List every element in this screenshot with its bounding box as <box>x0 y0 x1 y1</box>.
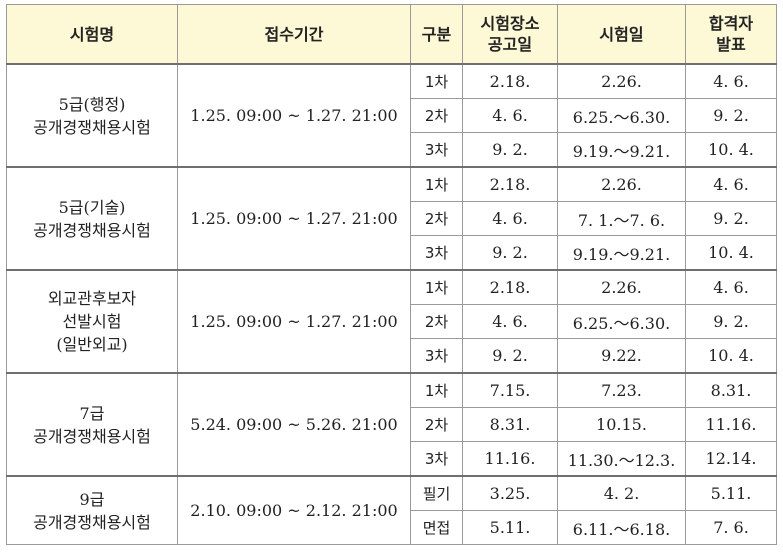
result-cell: 4. 6. <box>685 269 777 305</box>
result-cell: 4. 6. <box>685 63 777 99</box>
period-cell: 1.25. 09:00 ~ 1.27. 21:00 <box>177 269 411 374</box>
date-cell: 4. 2. <box>557 475 686 511</box>
date-cell: 6.11.～6.18. <box>557 510 686 545</box>
stage-cell: 3차 <box>410 235 463 271</box>
header-stage: 구분 <box>410 4 463 65</box>
exam-name-cell: 5급(행정) 공개경쟁채용시험 <box>6 63 178 168</box>
period-cell: 5.24. 09:00 ~ 5.26. 21:00 <box>177 372 411 477</box>
date-cell: 10.15. <box>557 407 686 442</box>
stage-cell: 3차 <box>410 441 463 477</box>
result-cell: 7. 6. <box>685 510 777 545</box>
stage-cell: 2차 <box>410 407 463 442</box>
table-row: 2차 4. 6. 7. 1.～7. 6. 9. 2. <box>7 201 777 236</box>
venue-cell: 3.25. <box>462 475 558 511</box>
exam-name-cell: 5급(기술) 공개경쟁채용시험 <box>6 166 178 271</box>
exam-name-cell: 외교관후보자 선발시험 (일반외교) <box>6 269 178 374</box>
stage-cell: 1차 <box>410 372 463 408</box>
result-cell: 12.14. <box>685 441 777 477</box>
table-row: 2차 4. 6. 6.25.～6.30. 9. 2. <box>7 304 777 339</box>
venue-cell: 4. 6. <box>462 201 558 236</box>
date-cell: 9.19.～9.21. <box>557 235 686 271</box>
table-row: 2차 4. 6. 6.25.～6.30. 9. 2. <box>7 98 777 133</box>
result-cell: 10. 4. <box>685 338 777 374</box>
table-row: 5급(기술) 공개경쟁채용시험 1.25. 09:00 ~ 1.27. 21:0… <box>6 166 777 271</box>
date-cell: 6.25.～6.30. <box>557 98 686 133</box>
header-period: 접수기간 <box>177 4 411 65</box>
result-cell: 9. 2. <box>685 201 777 236</box>
date-cell: 6.25.～6.30. <box>557 304 686 339</box>
date-cell: 9.19.～9.21. <box>557 132 686 168</box>
stage-cell: 3차 <box>410 132 463 168</box>
exam-name-cell: 9급 공개경쟁채용시험 <box>6 475 178 545</box>
period-cell: 1.25. 09:00 ~ 1.27. 21:00 <box>177 166 411 271</box>
result-cell: 10. 4. <box>685 235 777 271</box>
table-row: 7급 공개경쟁채용시험 5.24. 09:00 ~ 5.26. 21:00 1차… <box>6 372 777 477</box>
date-cell: 11.30.～12.3. <box>557 441 686 477</box>
table-row: 면접 5.11. 6.11.～6.18. 7. 6. <box>7 510 777 545</box>
venue-cell: 7.15. <box>462 372 558 408</box>
result-cell: 9. 2. <box>685 304 777 339</box>
venue-cell: 8.31. <box>462 407 558 442</box>
date-cell: 9.22. <box>557 338 686 374</box>
venue-cell: 4. 6. <box>462 98 558 133</box>
header-exam: 시험명 <box>6 4 178 65</box>
stage-cell: 2차 <box>410 98 463 133</box>
header-row: 시험명 접수기간 구분 시험장소 공고일 시험일 합격자 발표 <box>6 4 777 65</box>
date-cell: 7. 1.～7. 6. <box>557 201 686 236</box>
header-exam-date: 시험일 <box>557 4 686 65</box>
stage-cell: 1차 <box>410 166 463 202</box>
table-row: 3차 9. 2. 9.22. 10. 4. <box>7 338 777 374</box>
result-cell: 5.11. <box>685 475 777 511</box>
stage-cell: 1차 <box>410 63 463 99</box>
stage-cell: 3차 <box>410 338 463 374</box>
table-row: 3차 9. 2. 9.19.～9.21. 10. 4. <box>7 235 777 271</box>
stage-cell: 필기 <box>410 475 463 511</box>
stage-cell: 면접 <box>410 510 463 545</box>
result-cell: 8.31. <box>685 372 777 408</box>
venue-cell: 2.18. <box>462 166 558 202</box>
stage-cell: 2차 <box>410 201 463 236</box>
exam-name-cell: 7급 공개경쟁채용시험 <box>6 372 178 477</box>
period-cell: 2.10. 09:00 ~ 2.12. 21:00 <box>177 475 411 545</box>
table-row: 외교관후보자 선발시험 (일반외교) 1.25. 09:00 ~ 1.27. 2… <box>6 269 777 374</box>
venue-cell: 9. 2. <box>462 235 558 271</box>
table-row: 3차 9. 2. 9.19.～9.21. 10. 4. <box>7 132 777 168</box>
stage-cell: 2차 <box>410 304 463 339</box>
venue-cell: 2.18. <box>462 63 558 99</box>
venue-cell: 4. 6. <box>462 304 558 339</box>
table-row: 5급(행정) 공개경쟁채용시험 1.25. 09:00 ~ 1.27. 21:0… <box>6 63 777 168</box>
header-venue-notice: 시험장소 공고일 <box>462 4 558 65</box>
table-row: 3차 11.16. 11.30.～12.3. 12.14. <box>7 441 777 477</box>
period-cell: 1.25. 09:00 ~ 1.27. 21:00 <box>177 63 411 168</box>
date-cell: 2.26. <box>557 269 686 305</box>
stage-cell: 1차 <box>410 269 463 305</box>
result-cell: 11.16. <box>685 407 777 442</box>
header-result: 합격자 발표 <box>685 4 777 65</box>
date-cell: 7.23. <box>557 372 686 408</box>
result-cell: 4. 6. <box>685 166 777 202</box>
venue-cell: 9. 2. <box>462 132 558 168</box>
venue-cell: 9. 2. <box>462 338 558 374</box>
table-row: 2차 8.31. 10.15. 11.16. <box>7 407 777 442</box>
exam-schedule-table: 시험명 접수기간 구분 시험장소 공고일 시험일 합격자 발표 5급(행정) 공… <box>6 4 777 545</box>
venue-cell: 5.11. <box>462 510 558 545</box>
result-cell: 9. 2. <box>685 98 777 133</box>
venue-cell: 11.16. <box>462 441 558 477</box>
date-cell: 2.26. <box>557 63 686 99</box>
result-cell: 10. 4. <box>685 132 777 168</box>
table-row: 9급 공개경쟁채용시험 2.10. 09:00 ~ 2.12. 21:00 필기… <box>6 475 777 545</box>
venue-cell: 2.18. <box>462 269 558 305</box>
date-cell: 2.26. <box>557 166 686 202</box>
